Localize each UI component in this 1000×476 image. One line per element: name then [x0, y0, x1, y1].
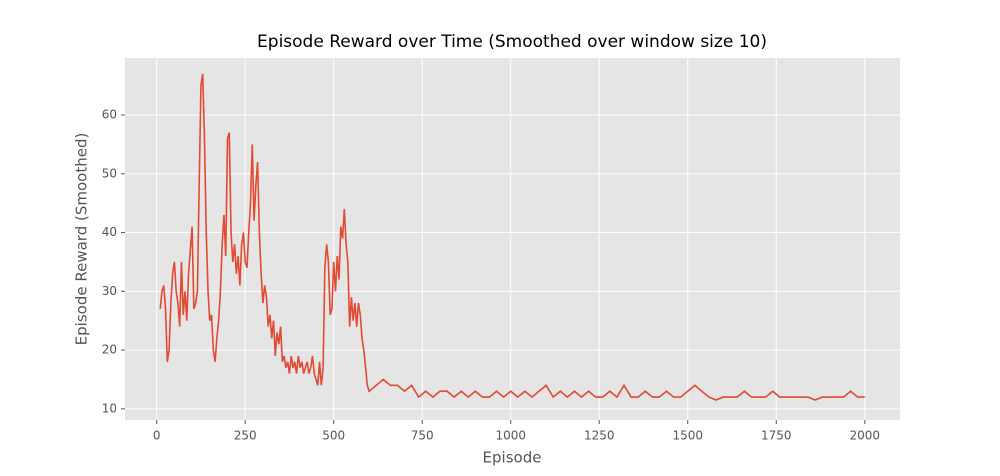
x-tick-label: 750	[411, 429, 434, 443]
x-tick-label: 1500	[672, 429, 703, 443]
x-axis-label: Episode	[483, 449, 542, 467]
x-tick-label: 1000	[495, 429, 526, 443]
y-tick-label: 30	[102, 284, 117, 298]
x-tick-label: 2000	[849, 429, 880, 443]
y-tick-label: 20	[102, 343, 117, 357]
y-tick-label: 60	[102, 108, 117, 122]
chart-title: Episode Reward over Time (Smoothed over …	[257, 32, 767, 52]
x-tick-label: 250	[234, 429, 257, 443]
x-tick-label: 1750	[761, 429, 792, 443]
x-tick-label: 1250	[584, 429, 615, 443]
x-tick-label: 500	[322, 429, 345, 443]
x-tick-label: 0	[153, 429, 161, 443]
plot-area	[125, 58, 900, 420]
y-tick-label: 10	[102, 401, 117, 415]
y-tick-label: 50	[102, 166, 117, 180]
y-tick-label: 40	[102, 225, 117, 239]
y-axis-label: Episode Reward (Smoothed)	[73, 133, 91, 346]
line-series	[159, 73, 865, 401]
